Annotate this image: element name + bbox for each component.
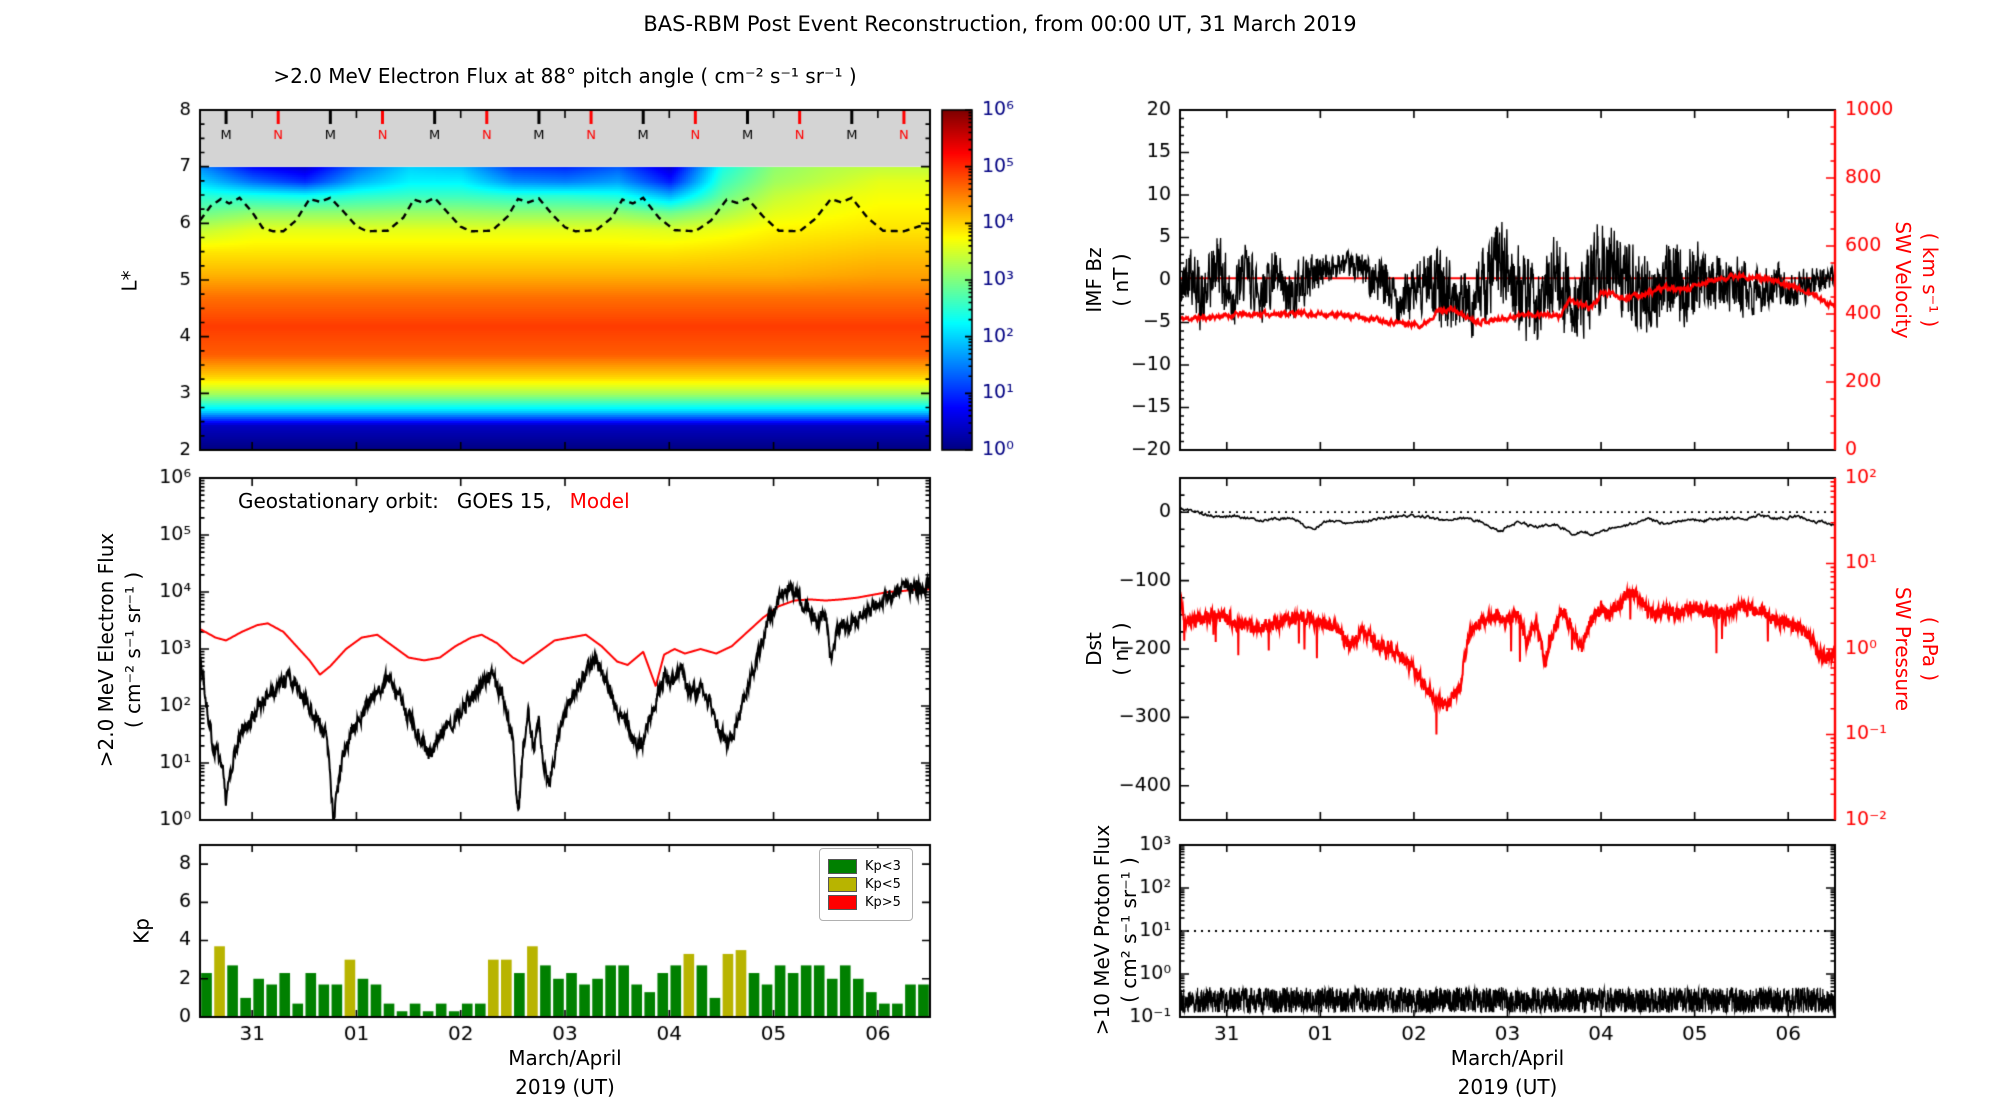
ylabel-sw-velocity-name: SW Velocity [1891,221,1915,339]
ylabel-lstar: L* [117,270,144,291]
ylabel-proton-units: ( cm² s⁻¹ sr⁻¹ ) [1117,857,1141,1003]
kp-red-label: Kp>5 [865,895,901,910]
ylabel-kp: Kp [129,918,156,944]
goes-legend-prefix: Geostationary orbit: [238,489,439,513]
kp-green-label: Kp<3 [865,859,901,874]
ylabel-sw-velocity-units: ( km s⁻¹ ) [1918,232,1942,328]
kp-legend: Kp<3 Kp<5 Kp>5 [819,848,913,921]
kp-legend-item-green: Kp<3 [828,859,904,874]
figure-title: BAS-RBM Post Event Reconstruction, from … [643,12,1357,36]
ylabel-lstar-text: L* [117,270,142,292]
xlabel-left-line2: 2019 (UT) [515,1075,615,1099]
ylabel-electron-flux-units: ( cm⁻² s⁻¹ sr⁻¹ ) [121,571,145,729]
goes-legend-model: Model [569,489,630,513]
kp-green-swatch [828,859,857,874]
ylabel-proton-name: >10 MeV Proton Flux [1090,824,1114,1036]
kp-yellow-label: Kp<5 [865,877,901,892]
ylabel-imf-units: ( nT ) [1109,253,1133,307]
ylabel-dst-units: ( nT ) [1109,622,1133,676]
kp-red-swatch [828,895,857,910]
xlabel-left-line1: March/April [508,1046,622,1070]
ylabel-sw-pressure-units: ( nPa ) [1918,616,1942,682]
goes-legend-satellite: GOES 15, [456,489,552,513]
ylabel-proton-flux: >10 MeV Proton Flux ( cm² s⁻¹ sr⁻¹ ) [1089,825,1143,1036]
kp-yellow-swatch [828,877,857,892]
kp-legend-item-yellow: Kp<5 [828,877,904,892]
xlabel-right: March/April 2019 (UT) [1180,1044,1835,1100]
ylabel-dst-name: Dst [1082,632,1106,666]
kp-legend-item-red: Kp>5 [828,895,904,910]
ylabel-electron-flux-name: >2.0 MeV Electron Flux [94,532,118,768]
ylabel-electron-flux: >2.0 MeV Electron Flux ( cm⁻² s⁻¹ sr⁻¹ ) [93,533,147,767]
xlabel-left: March/April 2019 (UT) [200,1044,930,1100]
ylabel-imf-name: IMF Bz [1082,247,1106,313]
xlabel-right-line2: 2019 (UT) [1457,1075,1558,1099]
ylabel-sw-pressure-name: SW Pressure [1891,586,1915,712]
ylabel-kp-text: Kp [129,918,154,944]
ylabel-dst: Dst ( nT ) [1081,622,1135,675]
ylabel-sw-pressure: ( nPa ) SW Pressure [1889,587,1943,711]
heatmap-title: >2.0 MeV Electron Flux at 88° pitch angl… [273,64,857,88]
ylabel-sw-velocity: ( km s⁻¹ ) SW Velocity [1889,221,1943,338]
xlabel-right-line1: March/April [1450,1046,1565,1070]
goes-legend: Geostationary orbit: GOES 15, Model [238,489,648,513]
ylabel-imf-bz: IMF Bz ( nT ) [1081,247,1135,312]
